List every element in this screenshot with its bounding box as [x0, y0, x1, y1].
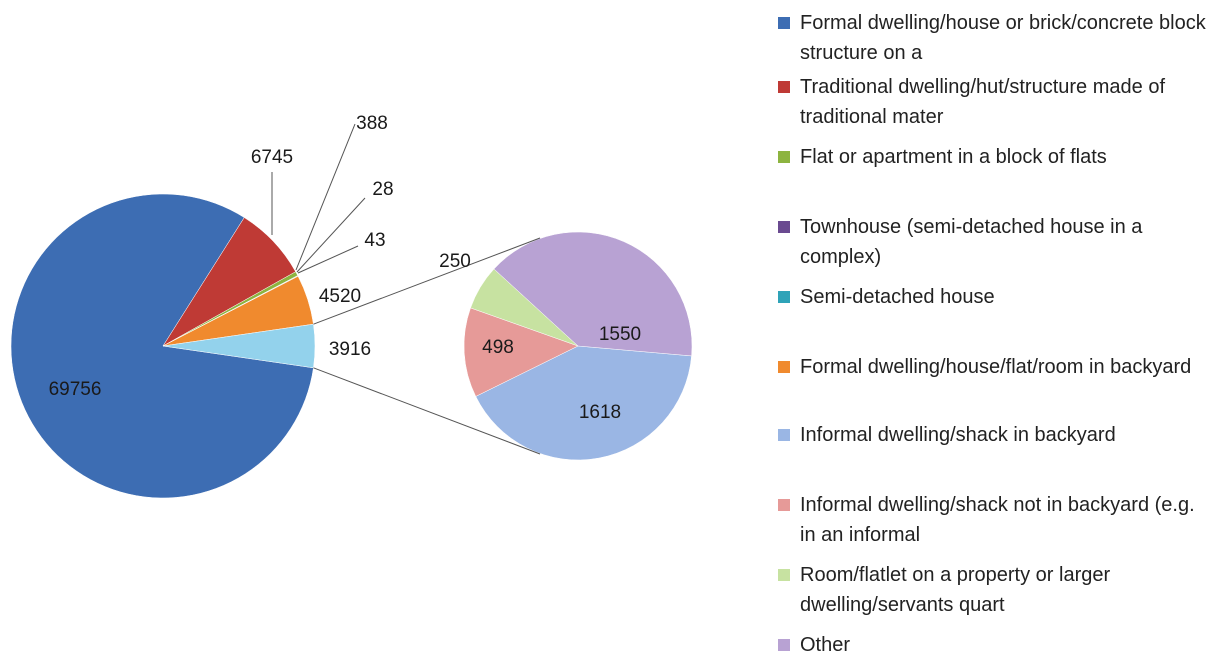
legend-label: Traditional dwelling/hut/structure made …: [800, 76, 1165, 128]
legend-label: Other: [800, 634, 851, 656]
connector-line: [313, 237, 541, 325]
data-label: 3916: [329, 339, 371, 360]
pie-slice: [463, 307, 579, 397]
legend-label: Informal dwelling/shack in backyard: [800, 424, 1116, 446]
legend-swatch: [778, 151, 790, 163]
legend-item: Other: [778, 630, 1218, 660]
legend-swatch: [778, 291, 790, 303]
legend-swatch: [778, 429, 790, 441]
legend: Formal dwelling/house or brick/concrete …: [778, 0, 1218, 662]
leader-line: [295, 123, 356, 271]
legend-item: Formal dwelling/house or brick/concrete …: [778, 8, 1218, 68]
data-label: 28: [372, 179, 393, 200]
data-label: 388: [356, 113, 388, 134]
legend-swatch: [778, 499, 790, 511]
connector-line: [313, 367, 541, 455]
legend-label: Formal dwelling/house or brick/concrete …: [800, 12, 1206, 64]
legend-item: Flat or apartment in a block of flats: [778, 142, 1218, 172]
legend-label: Room/flatlet on a property or larger dwe…: [800, 564, 1111, 616]
legend-label: Semi-detached house: [800, 286, 995, 308]
legend-item: Traditional dwelling/hut/structure made …: [778, 72, 1218, 132]
legend-swatch: [778, 639, 790, 651]
data-label: 250: [439, 251, 471, 272]
pie-slice: [10, 193, 314, 499]
data-label: 6745: [251, 147, 293, 168]
legend-label: Flat or apartment in a block of flats: [800, 146, 1107, 168]
legend-swatch: [778, 17, 790, 29]
legend-item: Informal dwelling/shack not in backyard …: [778, 490, 1218, 550]
legend-item: Semi-detached house: [778, 282, 1218, 312]
pie-slice: [475, 345, 692, 461]
data-label: 43: [364, 230, 385, 251]
legend-item: Townhouse (semi-detached house in a comp…: [778, 212, 1218, 272]
pie-slice: [493, 231, 693, 357]
leader-line: [296, 197, 366, 273]
data-label: 498: [482, 337, 514, 358]
leader-line: [297, 245, 359, 274]
legend-item: Room/flatlet on a property or larger dwe…: [778, 560, 1218, 620]
legend-swatch: [778, 81, 790, 93]
data-label: 4520: [319, 286, 361, 307]
data-label: 1618: [579, 402, 621, 423]
pie-slice: [162, 323, 316, 369]
legend-label: Informal dwelling/shack not in backyard …: [800, 494, 1195, 546]
legend-item: Formal dwelling/house/flat/room in backy…: [778, 352, 1218, 382]
legend-item: Informal dwelling/shack in backyard: [778, 420, 1218, 450]
data-label: 69756: [49, 379, 102, 400]
legend-label: Townhouse (semi-detached house in a comp…: [800, 216, 1143, 268]
legend-swatch: [778, 569, 790, 581]
data-label: 1550: [599, 324, 641, 345]
legend-swatch: [778, 361, 790, 373]
legend-swatch: [778, 221, 790, 233]
legend-label: Formal dwelling/house/flat/room in backy…: [800, 356, 1192, 378]
